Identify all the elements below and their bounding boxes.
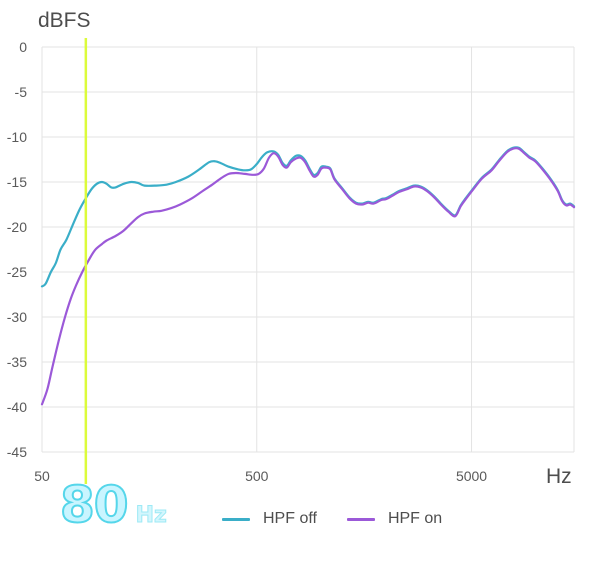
y-tick-label: -20: [7, 219, 27, 235]
series-line-hpf-on: [40, 147, 576, 406]
y-tick-label: -15: [7, 174, 27, 190]
y-tick-label: -35: [7, 354, 27, 370]
y-tick-label: -30: [7, 309, 27, 325]
legend-label-hpf-off: HPF off: [263, 510, 317, 527]
y-tick-label: -10: [7, 129, 27, 145]
legend-label-hpf-on: HPF on: [387, 510, 443, 527]
x-axis-ticks: 50 500 5000: [34, 468, 487, 484]
legend: HPF off HPF on: [222, 510, 472, 528]
series-lines: [40, 146, 576, 406]
legend-item-hpf-on[interactable]: HPF on: [346, 510, 443, 528]
y-tick-label: -40: [7, 399, 27, 415]
y-tick-label: -5: [15, 84, 28, 100]
legend-swatch-hpf-on: [346, 517, 375, 521]
x-tick-label: 50: [34, 468, 50, 484]
cutoff-unit: Hz: [135, 503, 167, 529]
x-tick-label: 500: [245, 468, 269, 484]
x-tick-label: 5000: [456, 468, 487, 484]
legend-swatch-hpf-off: [222, 517, 250, 521]
y-axis-label: dBFS: [38, 9, 91, 32]
y-tick-label: -45: [7, 444, 27, 460]
legend-item-hpf-off[interactable]: HPF off: [222, 510, 317, 528]
x-axis-label: Hz: [546, 465, 572, 488]
grid-lines: [41, 46, 575, 453]
y-axis-ticks: 0 -5 -10 -15 -20 -25 -30 -35 -40 -45: [7, 39, 27, 460]
cutoff-value: 80: [59, 476, 130, 534]
y-tick-label: -25: [7, 264, 27, 280]
cutoff-frequency-readout: 80 Hz: [59, 476, 167, 534]
y-tick-label: 0: [19, 39, 27, 55]
